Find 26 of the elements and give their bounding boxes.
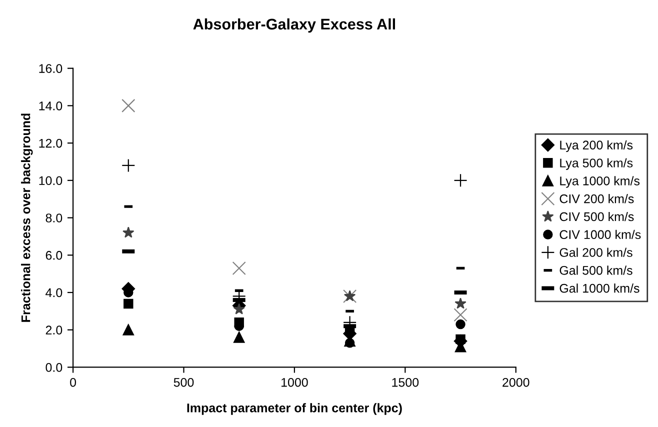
chart-title: Absorber-Galaxy Excess All [193,18,395,33]
legend-label: Gal 1000 km/s [560,284,640,293]
legend-label: CIV 200 km/s [560,194,634,204]
y-tick-label: 0.0 [46,363,62,372]
y-tick-label: 4.0 [46,288,62,298]
x-tick-label: 1000 [282,378,308,387]
x-axis-title: Impact parameter of bin center (kpc) [187,403,402,415]
y-tick-label: 10.0 [39,176,62,186]
y-tick-label: 2.0 [46,326,62,335]
legend-label: Gal 500 km/s [560,266,632,275]
x-tick-label: 0 [70,378,76,387]
y-tick-label: 16.0 [39,64,62,73]
legend-label: Lya 1000 km/s [560,176,640,188]
y-axis-title: Fractional excess over background [21,114,33,322]
legend-label: Lya 200 km/s [560,140,633,152]
y-tick-label: 6.0 [46,250,62,260]
legend-label: CIV 1000 km/s [560,230,641,240]
legend-label: CIV 500 km/s [560,212,634,222]
y-tick-label: 8.0 [46,214,62,222]
y-tick-label: 12.0 [39,138,62,148]
x-tick-label: 1500 [392,378,419,387]
legend-label: Gal 200 km/s [560,248,632,257]
x-tick-label: 2000 [502,378,530,387]
y-tick-label: 14.0 [39,101,62,110]
legend-label: Lya 500 km/s [560,158,633,170]
x-tick-label: 500 [174,378,194,387]
